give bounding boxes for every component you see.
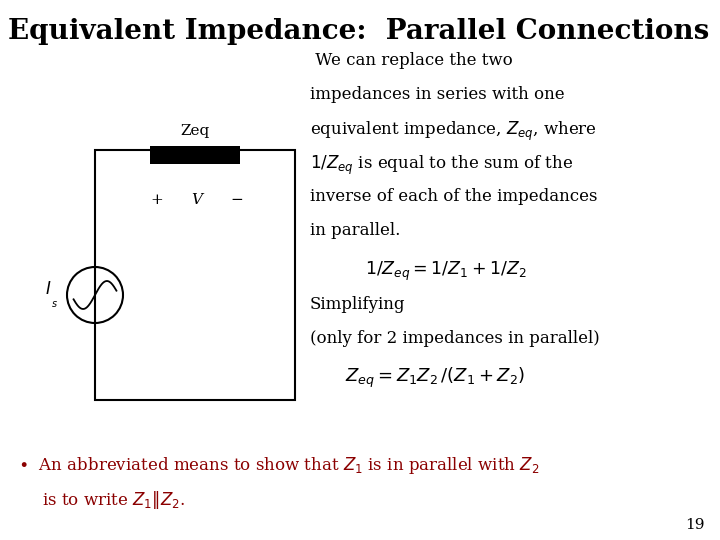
Text: (only for 2 impedances in parallel): (only for 2 impedances in parallel) (310, 330, 600, 347)
Text: +: + (150, 193, 163, 207)
Text: inverse of each of the impedances: inverse of each of the impedances (310, 188, 598, 205)
Text: −: − (230, 193, 243, 207)
Text: is to write $Z_1 \| Z_2$.: is to write $Z_1 \| Z_2$. (42, 489, 185, 511)
Text: V: V (192, 193, 202, 207)
Text: $1/Z_{eq}$ is equal to the sum of the: $1/Z_{eq}$ is equal to the sum of the (310, 154, 573, 177)
Text: in parallel.: in parallel. (310, 222, 400, 239)
Text: $\bullet$  An abbreviated means to show that $Z_1$ is in parallel with $Z_2$: $\bullet$ An abbreviated means to show t… (18, 455, 539, 476)
Text: Equivalent Impedance:  Parallel Connections: Equivalent Impedance: Parallel Connectio… (8, 18, 709, 45)
Text: Zeq: Zeq (181, 124, 210, 138)
Text: We can replace the two: We can replace the two (310, 52, 513, 69)
Text: $1/Z_{eq} = 1/Z_1 + 1/Z_2$: $1/Z_{eq} = 1/Z_1 + 1/Z_2$ (365, 260, 526, 283)
Text: impedances in series with one: impedances in series with one (310, 86, 564, 103)
Text: $_s$: $_s$ (51, 296, 58, 310)
Text: Simplifying: Simplifying (310, 296, 405, 313)
Bar (150, 146, 240, 164)
Text: 19: 19 (685, 518, 705, 532)
Text: $Z_{eq} = Z_1 Z_2\,/(Z_1 + Z_2)$: $Z_{eq} = Z_1 Z_2\,/(Z_1 + Z_2)$ (345, 366, 525, 390)
Text: $I$: $I$ (45, 280, 51, 298)
Text: equivalent impedance, $Z_{eq}$, where: equivalent impedance, $Z_{eq}$, where (310, 120, 597, 143)
Bar (95, 150, 295, 400)
